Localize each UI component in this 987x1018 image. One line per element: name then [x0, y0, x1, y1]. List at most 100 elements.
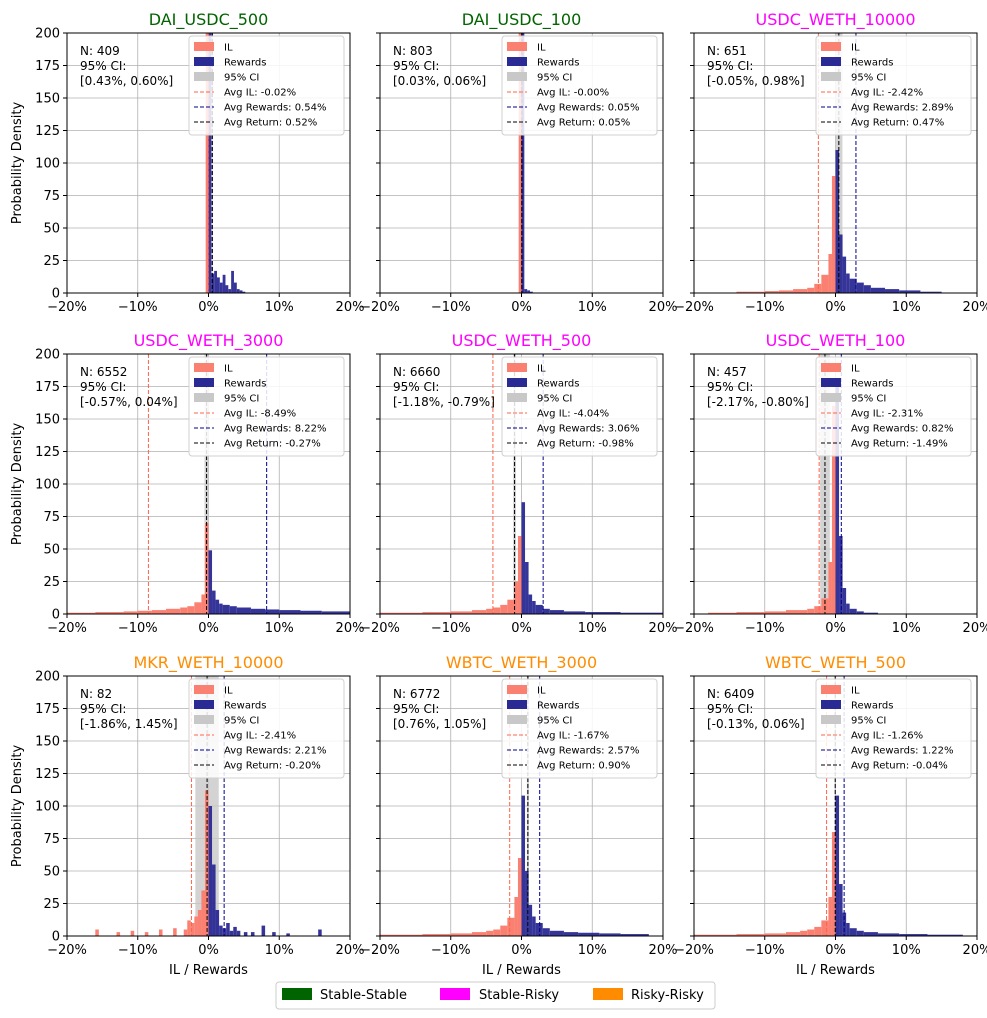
ci-heading: 95% CI: — [80, 59, 126, 73]
ci-heading: 95% CI: — [393, 380, 439, 394]
il-bar — [807, 287, 815, 293]
legend-label-avg-return: Avg Return: 0.47% — [851, 118, 944, 129]
y-tick-label: 125 — [35, 445, 60, 460]
rewards-bar — [877, 933, 900, 936]
y-tick-label: 150 — [35, 92, 60, 107]
y-tick-label: 25 — [43, 254, 60, 269]
ci-heading: 95% CI: — [393, 59, 439, 73]
legend-swatch-ci — [507, 715, 527, 724]
subplot-title: MKR_WETH_10000 — [133, 653, 283, 673]
il-bar — [821, 274, 829, 293]
x-tick-label: 20% — [336, 300, 365, 315]
sample-count: N: 409 — [80, 44, 120, 58]
il-bar — [694, 934, 737, 936]
legend-label-ci: 95% CI — [224, 716, 259, 727]
ci-value: [-0.57%, 0.04%] — [80, 395, 178, 409]
il-bar — [194, 916, 198, 936]
rewards-bar — [318, 929, 322, 936]
legend-label-ci: 95% CI — [851, 73, 886, 84]
legend-label-il: IL — [224, 686, 233, 697]
legend-label-avg-return: Avg Return: -0.98% — [537, 439, 634, 450]
rewards-bar — [243, 932, 248, 936]
legend-label-avg-rewards: Avg Rewards: 2.89% — [851, 103, 953, 114]
legend-swatch-ci — [194, 72, 214, 81]
plot-legend-frame — [188, 678, 345, 779]
rewards-bar — [870, 287, 886, 293]
legend-label-il: IL — [224, 364, 233, 375]
ci-value: [0.03%, 0.06%] — [393, 74, 486, 88]
y-tick-label: 0 — [52, 287, 60, 302]
il-bar — [736, 612, 765, 614]
legend-label-ci: 95% CI — [224, 394, 259, 405]
rewards-bar — [578, 932, 600, 936]
il-bar — [380, 934, 423, 936]
il-bar — [831, 406, 836, 614]
x-tick-label: 10% — [892, 621, 921, 636]
rewards-bar — [229, 930, 234, 936]
legend-label-avg-rewards: Avg Rewards: 2.57% — [537, 746, 639, 757]
plot-legend: IL Rewards 95% CI Avg IL: -2.42% Avg Rewards… — [815, 35, 972, 136]
rewards-bar — [885, 289, 900, 293]
il-bar — [486, 608, 494, 614]
rewards-bar — [563, 611, 586, 614]
rewards-bar — [211, 273, 215, 293]
rewards-bar — [286, 933, 290, 936]
legend-label-il: IL — [851, 43, 860, 54]
plot-legend: IL Rewards 95% CI Avg IL: -4.04% Avg Rewards… — [501, 356, 658, 457]
ci-heading: 95% CI: — [393, 702, 439, 716]
il-bar — [194, 602, 202, 614]
legend-swatch-il — [194, 42, 214, 51]
il-bar — [821, 920, 829, 936]
rewards-bar — [532, 601, 536, 614]
sample-count: N: 651 — [707, 44, 747, 58]
il-bar — [190, 923, 195, 936]
il-bar — [183, 929, 188, 936]
x-tick-label: 0% — [825, 621, 846, 636]
il-bar — [778, 290, 794, 293]
rewards-bar — [620, 934, 649, 936]
legend-swatch-rewards — [507, 700, 527, 709]
x-tick-label: −20% — [47, 300, 87, 315]
legend-swatch-rewards — [821, 57, 841, 66]
legend-label-avg-return: Avg Return: -1.49% — [851, 439, 948, 450]
plot-legend-frame — [501, 678, 658, 779]
plot-area — [380, 354, 663, 614]
il-bar — [807, 608, 815, 614]
il-bar — [785, 932, 801, 936]
rewards-bar — [856, 282, 864, 293]
y-tick-label: 0 — [52, 930, 60, 945]
legend-label-avg-return: Avg Return: 0.52% — [224, 118, 317, 129]
legend-swatch-ci — [194, 393, 214, 402]
rewards-bar — [208, 33, 212, 293]
legend-swatch-rewards — [194, 700, 214, 709]
legend-label-avg-rewards: Avg Rewards: 0.54% — [224, 103, 326, 114]
y-tick-label: 25 — [43, 897, 60, 912]
il-bar — [130, 930, 135, 936]
plot-area — [67, 354, 350, 614]
x-tick-label: 10% — [265, 300, 294, 315]
legend-swatch-il — [194, 363, 214, 372]
plot-legend: IL Rewards 95% CI Avg IL: -2.41% Avg Rewards… — [188, 678, 345, 779]
subplot-grid: −20% −10% 0% 10% 20% 0 25 50 75 100 125 150 175 200 DA… — [10, 10, 987, 978]
il-bar — [95, 929, 99, 936]
x-tick-label: −10% — [431, 300, 471, 315]
il-bar — [67, 612, 96, 614]
rewards-bar — [236, 607, 251, 614]
rewards-bar — [208, 806, 213, 936]
il-bar — [507, 917, 515, 936]
rewards-bar — [279, 610, 301, 614]
y-tick-label: 75 — [43, 510, 60, 525]
legend-label-ci: 95% CI — [537, 716, 572, 727]
rewards-bar — [620, 612, 663, 614]
sample-count: N: 82 — [80, 687, 112, 701]
x-axis-label: IL / Rewards — [796, 963, 875, 978]
rewards-bar — [528, 594, 533, 614]
il-bar — [828, 562, 832, 614]
plot-legend-frame — [815, 35, 972, 136]
rewards-bar — [563, 932, 579, 936]
rewards-bar — [535, 604, 543, 614]
y-tick-label: 100 — [35, 800, 60, 815]
